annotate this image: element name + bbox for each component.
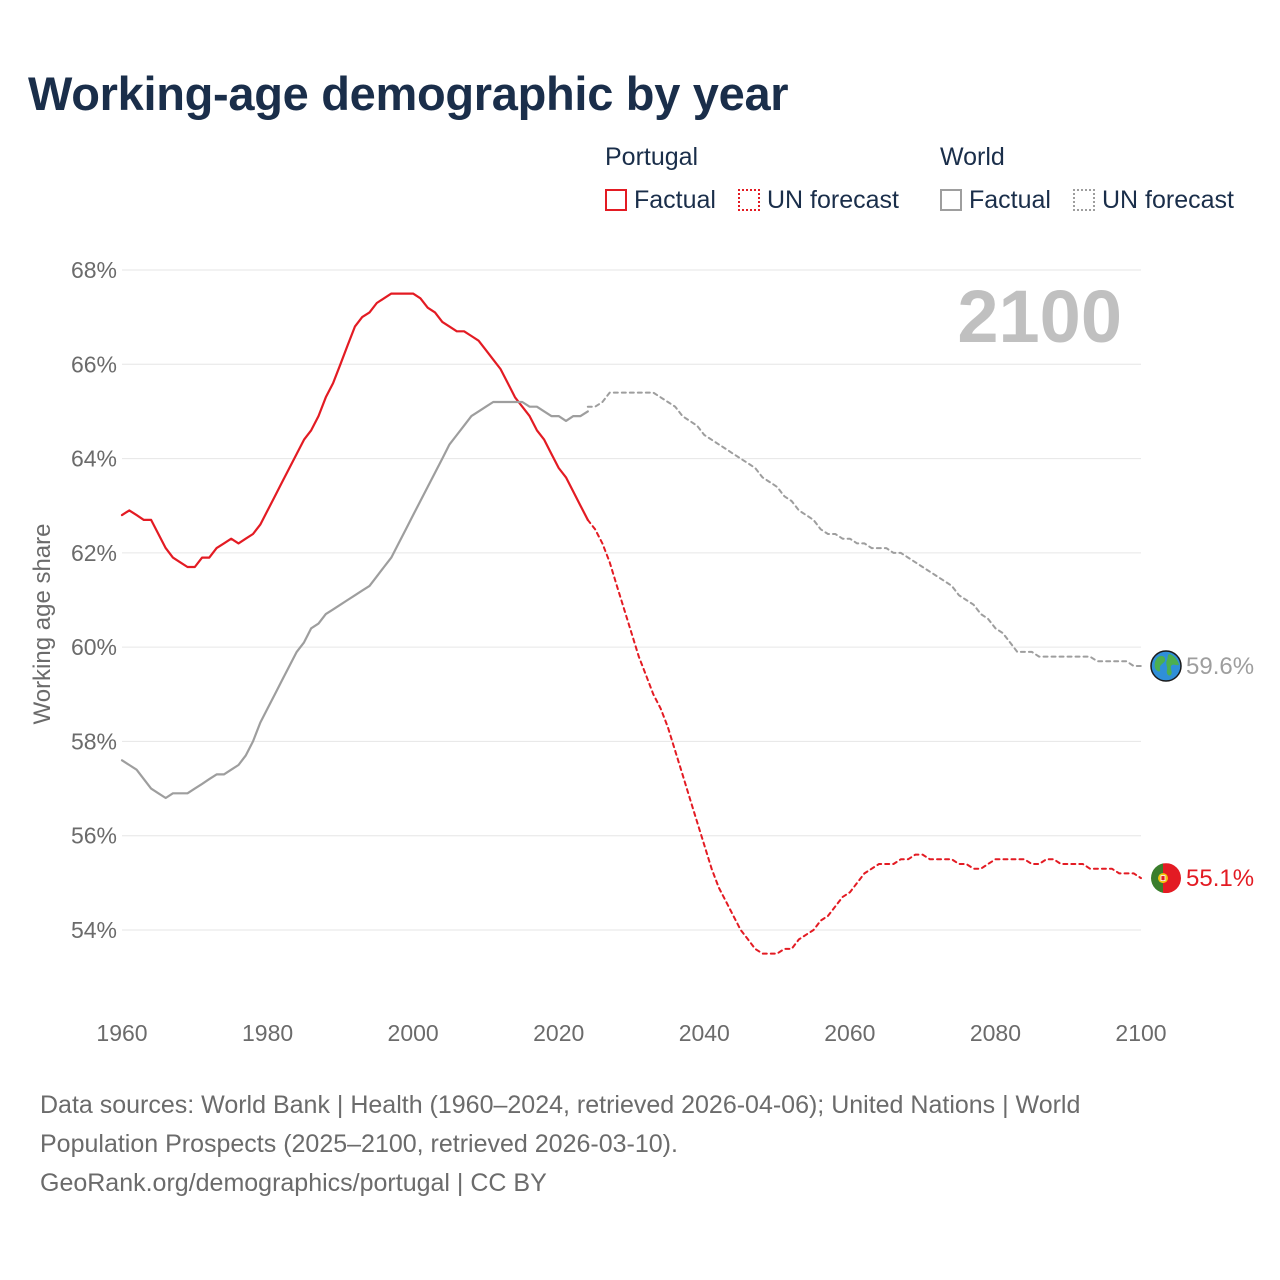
portugal-end-label: 55.1% bbox=[1186, 865, 1254, 892]
y-tick-label: 56% bbox=[71, 823, 117, 849]
world-forecast-swatch bbox=[1073, 189, 1095, 211]
legend-portugal-title: Portugal bbox=[605, 143, 699, 171]
y-axis-label: Working age share bbox=[29, 524, 56, 725]
legend-world-forecast[interactable]: UN forecast bbox=[1073, 185, 1234, 215]
world-factual-swatch bbox=[940, 189, 962, 211]
series-line-world-factual bbox=[120, 400, 589, 800]
legend-world-title: World bbox=[940, 143, 1005, 171]
series-group bbox=[120, 292, 1142, 955]
year-display: 2100 bbox=[957, 275, 1122, 358]
line-chart: 54% 56% 58% 60% 62% 64% 66% 68% 1960 1980 2000 202… bbox=[29, 257, 1254, 1046]
y-axis-ticks: 54% 56% 58% 60% 62% 64% 66% 68% bbox=[71, 257, 117, 943]
portugal-flag-icon bbox=[1151, 863, 1181, 894]
y-tick-label: 66% bbox=[71, 351, 117, 377]
legend-world-factual-label: Factual bbox=[969, 185, 1051, 214]
y-tick-label: 60% bbox=[71, 634, 117, 660]
legend-portugal-forecast[interactable]: UN forecast bbox=[738, 185, 899, 215]
y-tick-label: 64% bbox=[71, 446, 117, 472]
x-tick-label: 2100 bbox=[1115, 1020, 1166, 1046]
x-tick-label: 1980 bbox=[242, 1020, 293, 1046]
legend-world-factual[interactable]: Factual bbox=[940, 185, 1051, 215]
legend-portugal-forecast-label: UN forecast bbox=[767, 185, 899, 214]
x-tick-label: 2060 bbox=[824, 1020, 875, 1046]
x-tick-label: 1960 bbox=[96, 1020, 147, 1046]
grid-lines bbox=[122, 269, 1141, 931]
world-end-label: 59.6% bbox=[1186, 653, 1254, 680]
x-tick-label: 2040 bbox=[679, 1020, 730, 1046]
data-sources-footer: Data sources: World Bank | Health (1960–… bbox=[40, 1086, 1200, 1203]
y-tick-label: 68% bbox=[71, 257, 117, 283]
x-tick-label: 2000 bbox=[388, 1020, 439, 1046]
series-line-portugal-factual bbox=[120, 292, 589, 569]
footer-line-1: Data sources: World Bank | Health (1960–… bbox=[40, 1091, 1081, 1119]
portugal-factual-swatch bbox=[605, 189, 627, 211]
y-tick-label: 62% bbox=[71, 540, 117, 566]
x-tick-label: 2080 bbox=[970, 1020, 1021, 1046]
globe-icon bbox=[1150, 650, 1182, 682]
footer-line-2: Population Prospects (2025–2100, retriev… bbox=[40, 1130, 678, 1158]
legend-portugal-factual-label: Factual bbox=[634, 185, 716, 214]
y-tick-label: 58% bbox=[71, 728, 117, 754]
x-tick-label: 2020 bbox=[533, 1020, 584, 1046]
footer-line-3: GeoRank.org/demographics/portugal | CC B… bbox=[40, 1169, 547, 1197]
chart-title: Working-age demographic by year bbox=[28, 67, 789, 120]
legend-portugal-factual[interactable]: Factual bbox=[605, 185, 716, 215]
legend-world-forecast-label: UN forecast bbox=[1102, 185, 1234, 214]
x-axis-ticks: 1960 1980 2000 2020 2040 2060 2080 2100 bbox=[96, 1020, 1166, 1046]
portugal-forecast-swatch bbox=[738, 189, 760, 211]
y-tick-label: 54% bbox=[71, 917, 117, 943]
series-line-world-forecast bbox=[586, 391, 1142, 667]
series-line-portugal-forecast bbox=[586, 518, 1142, 955]
